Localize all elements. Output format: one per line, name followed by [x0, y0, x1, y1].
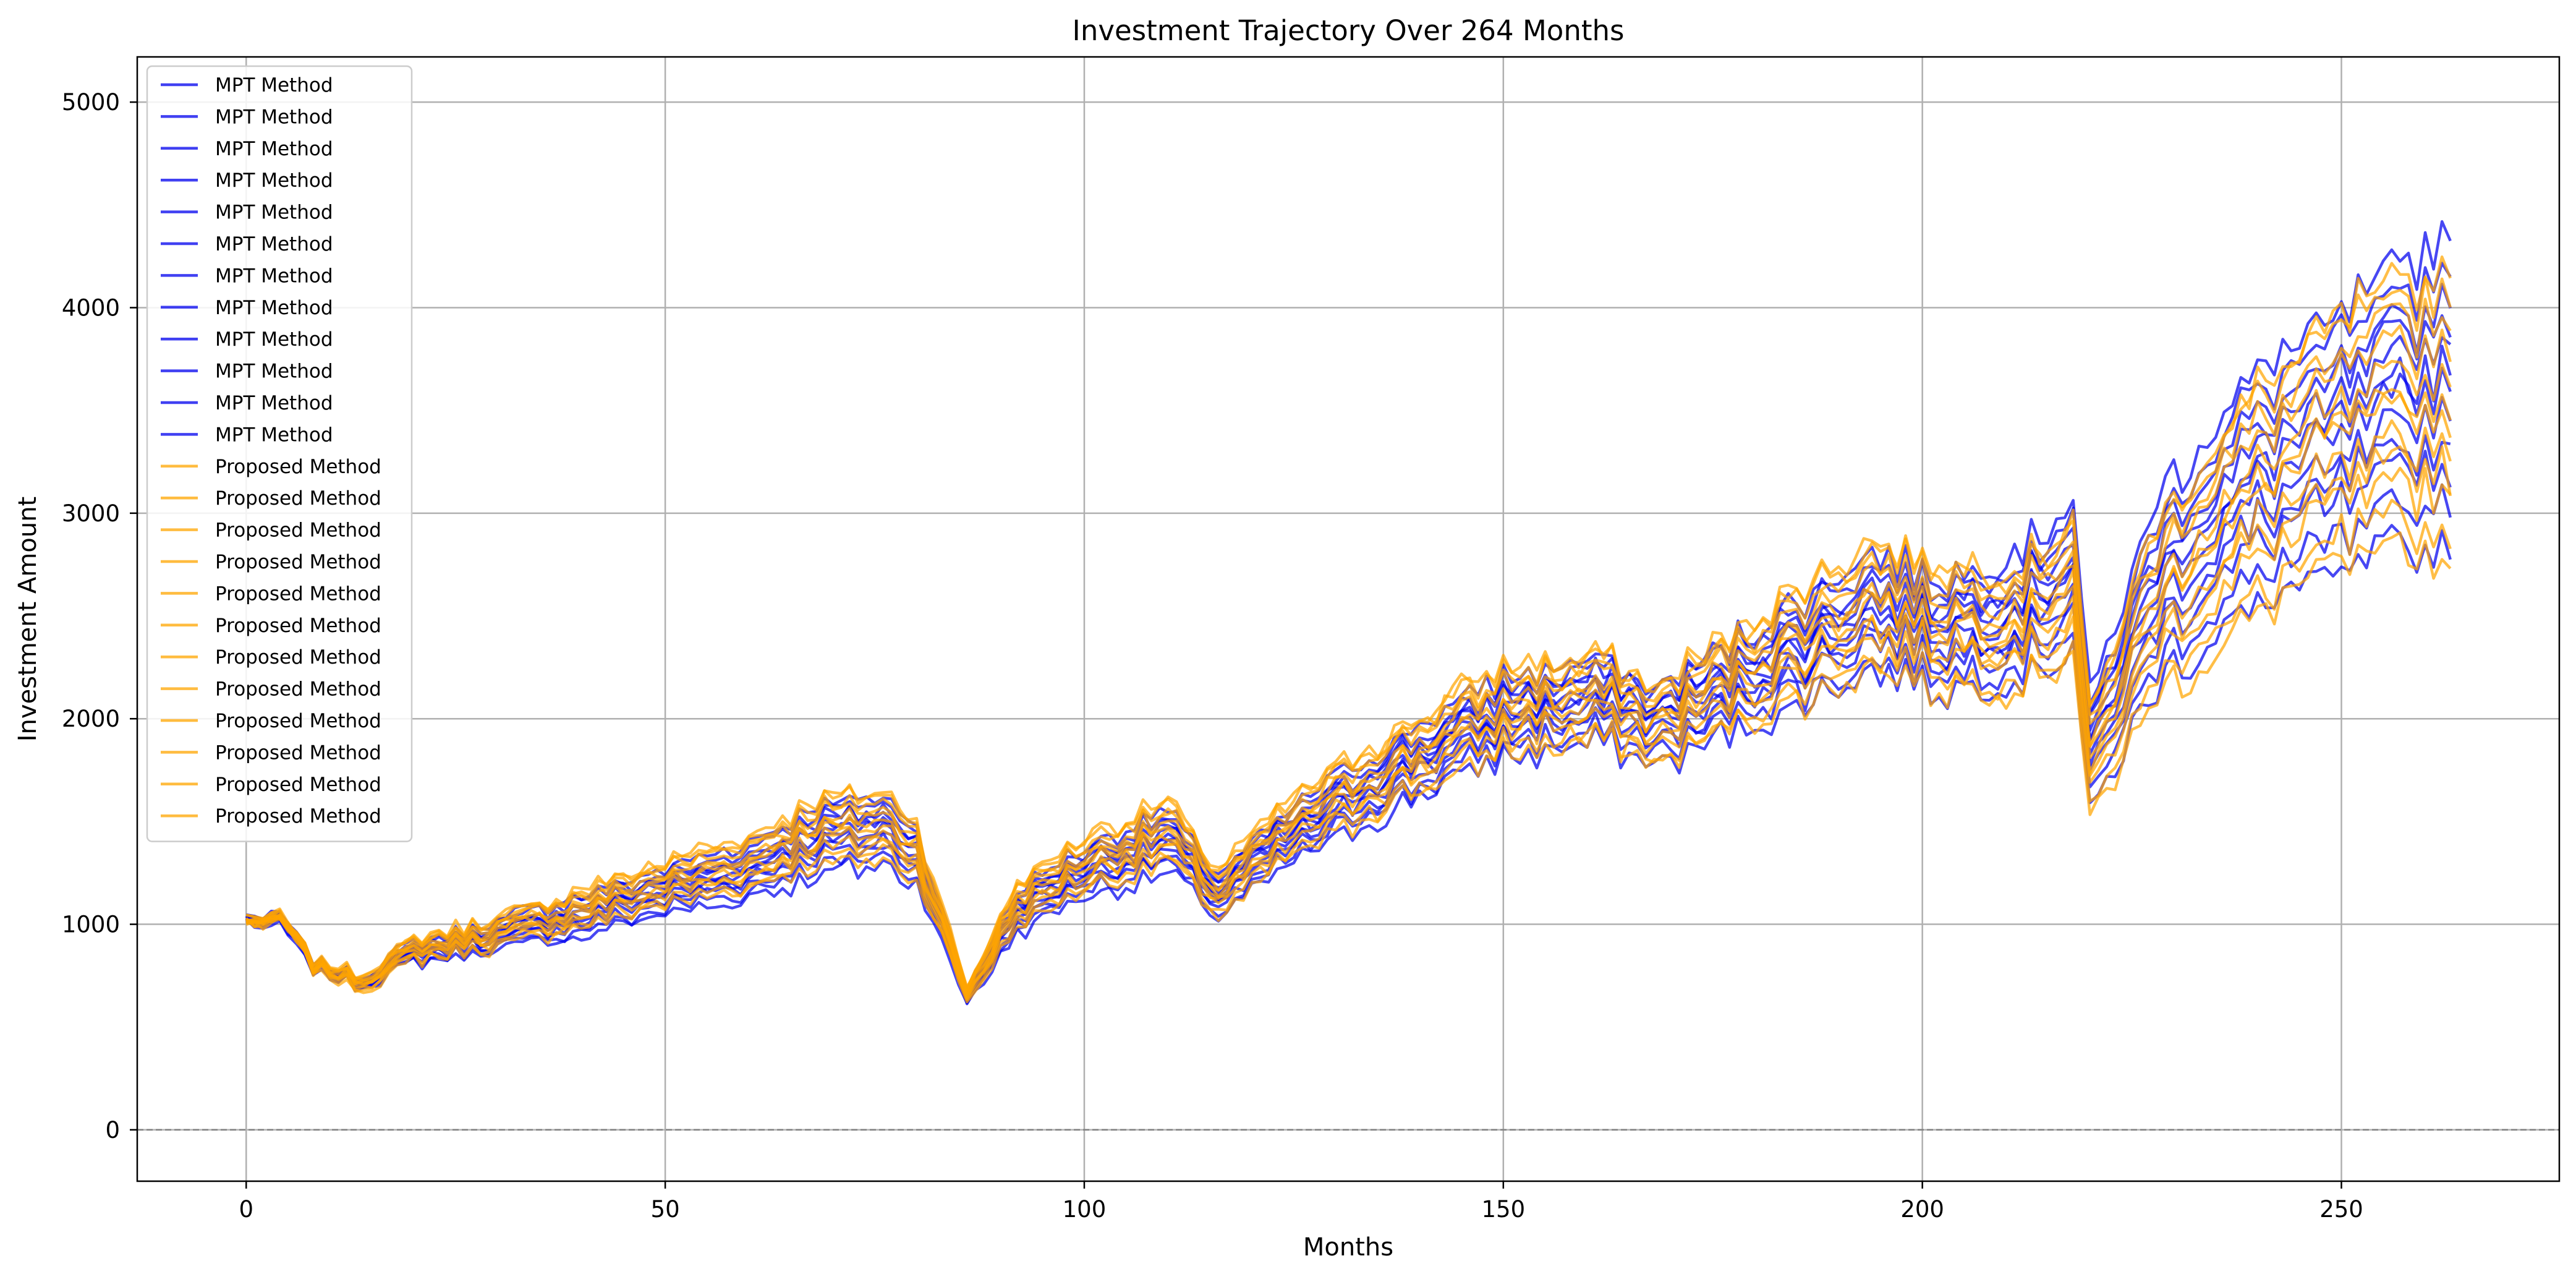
chart-title: Investment Trajectory Over 264 Months	[1073, 14, 1625, 47]
series-line-proposed	[245, 445, 2452, 999]
series-line-proposed	[245, 392, 2452, 994]
y-tick-label: 5000	[62, 89, 120, 116]
y-axis-label: Investment Amount	[14, 497, 42, 741]
legend-label: MPT Method	[215, 424, 333, 446]
axis-ticks: 0 50 100 150 200 250 0 1000 2000 3000 4000 5000	[62, 89, 2363, 1223]
legend-label: MPT Method	[215, 106, 333, 128]
legend-label: Proposed Method	[215, 741, 381, 764]
legend-label: MPT Method	[215, 169, 333, 192]
y-tick-label: 2000	[62, 706, 120, 732]
legend-label: MPT Method	[215, 328, 333, 351]
legend-label: MPT Method	[215, 392, 333, 414]
legend-label: Proposed Method	[215, 710, 381, 732]
x-tick-label: 100	[1063, 1196, 1107, 1223]
y-tick-label: 3000	[62, 500, 120, 527]
legend-label: Proposed Method	[215, 805, 381, 827]
legend-label: Proposed Method	[215, 519, 381, 542]
x-tick-label: 50	[651, 1196, 680, 1223]
legend-label: MPT Method	[215, 361, 333, 383]
legend-label: MPT Method	[215, 202, 333, 224]
series-line-proposed	[245, 359, 2452, 996]
legend-label: Proposed Method	[215, 583, 381, 605]
plot-frame	[136, 56, 2561, 1182]
legend-label: Proposed Method	[215, 456, 381, 478]
y-tick-label: 4000	[62, 294, 120, 321]
y-tick-label: 1000	[62, 912, 120, 938]
legend-label: MPT Method	[215, 265, 333, 287]
x-tick-label: 250	[2319, 1196, 2363, 1223]
legend-label: Proposed Method	[215, 615, 381, 637]
legend-label: MPT Method	[215, 74, 333, 96]
x-tick-label: 200	[1900, 1196, 1944, 1223]
x-tick-label: 150	[1481, 1196, 1525, 1223]
legend: MPT Method MPT Method MPT Method MPT Method…	[146, 65, 413, 842]
legend-label: MPT Method	[215, 297, 333, 319]
series-line-proposed	[245, 255, 2452, 991]
y-tick-label: 0	[105, 1117, 120, 1143]
legend-label: Proposed Method	[215, 551, 381, 573]
legend-label: Proposed Method	[215, 646, 381, 669]
x-axis-label: Months	[1303, 1233, 1393, 1262]
series-line-proposed	[245, 531, 2452, 1004]
series-lines	[245, 220, 2452, 1006]
legend-label: Proposed Method	[215, 678, 381, 701]
legend-label: MPT Method	[215, 138, 333, 160]
legend-label: Proposed Method	[215, 487, 381, 510]
legend-label: MPT Method	[215, 233, 333, 255]
plot-area	[137, 57, 2559, 1181]
legend-label: Proposed Method	[215, 774, 381, 796]
legend-box	[146, 65, 413, 842]
x-tick-label: 0	[239, 1196, 253, 1223]
